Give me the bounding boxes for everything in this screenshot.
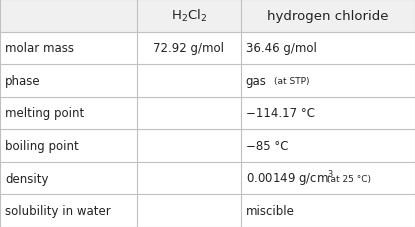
Text: −85 °C: −85 °C — [246, 139, 288, 152]
Text: molar mass: molar mass — [5, 42, 74, 55]
Text: miscible: miscible — [246, 204, 295, 217]
Bar — [0, 32, 415, 65]
Text: density: density — [5, 172, 49, 185]
Text: melting point: melting point — [5, 107, 84, 120]
Bar — [0, 130, 415, 162]
Text: 36.46 g/mol: 36.46 g/mol — [246, 42, 317, 55]
Text: (at 25 °C): (at 25 °C) — [327, 174, 371, 183]
Text: 72.92 g/mol: 72.92 g/mol — [153, 42, 225, 55]
Bar — [0, 97, 415, 130]
Text: boiling point: boiling point — [5, 139, 79, 152]
Bar — [0, 65, 415, 97]
Bar — [0, 162, 415, 195]
Bar — [0, 195, 415, 227]
Text: phase: phase — [5, 75, 41, 88]
Bar — [0, 0, 415, 32]
Text: hydrogen chloride: hydrogen chloride — [267, 10, 388, 23]
Text: gas: gas — [246, 75, 266, 88]
Text: (at STP): (at STP) — [274, 76, 310, 86]
Text: 0.00149 g/cm$^3$: 0.00149 g/cm$^3$ — [246, 169, 334, 188]
Text: −114.17 °C: −114.17 °C — [246, 107, 315, 120]
Text: H$_2$Cl$_2$: H$_2$Cl$_2$ — [171, 8, 207, 24]
Text: solubility in water: solubility in water — [5, 204, 111, 217]
